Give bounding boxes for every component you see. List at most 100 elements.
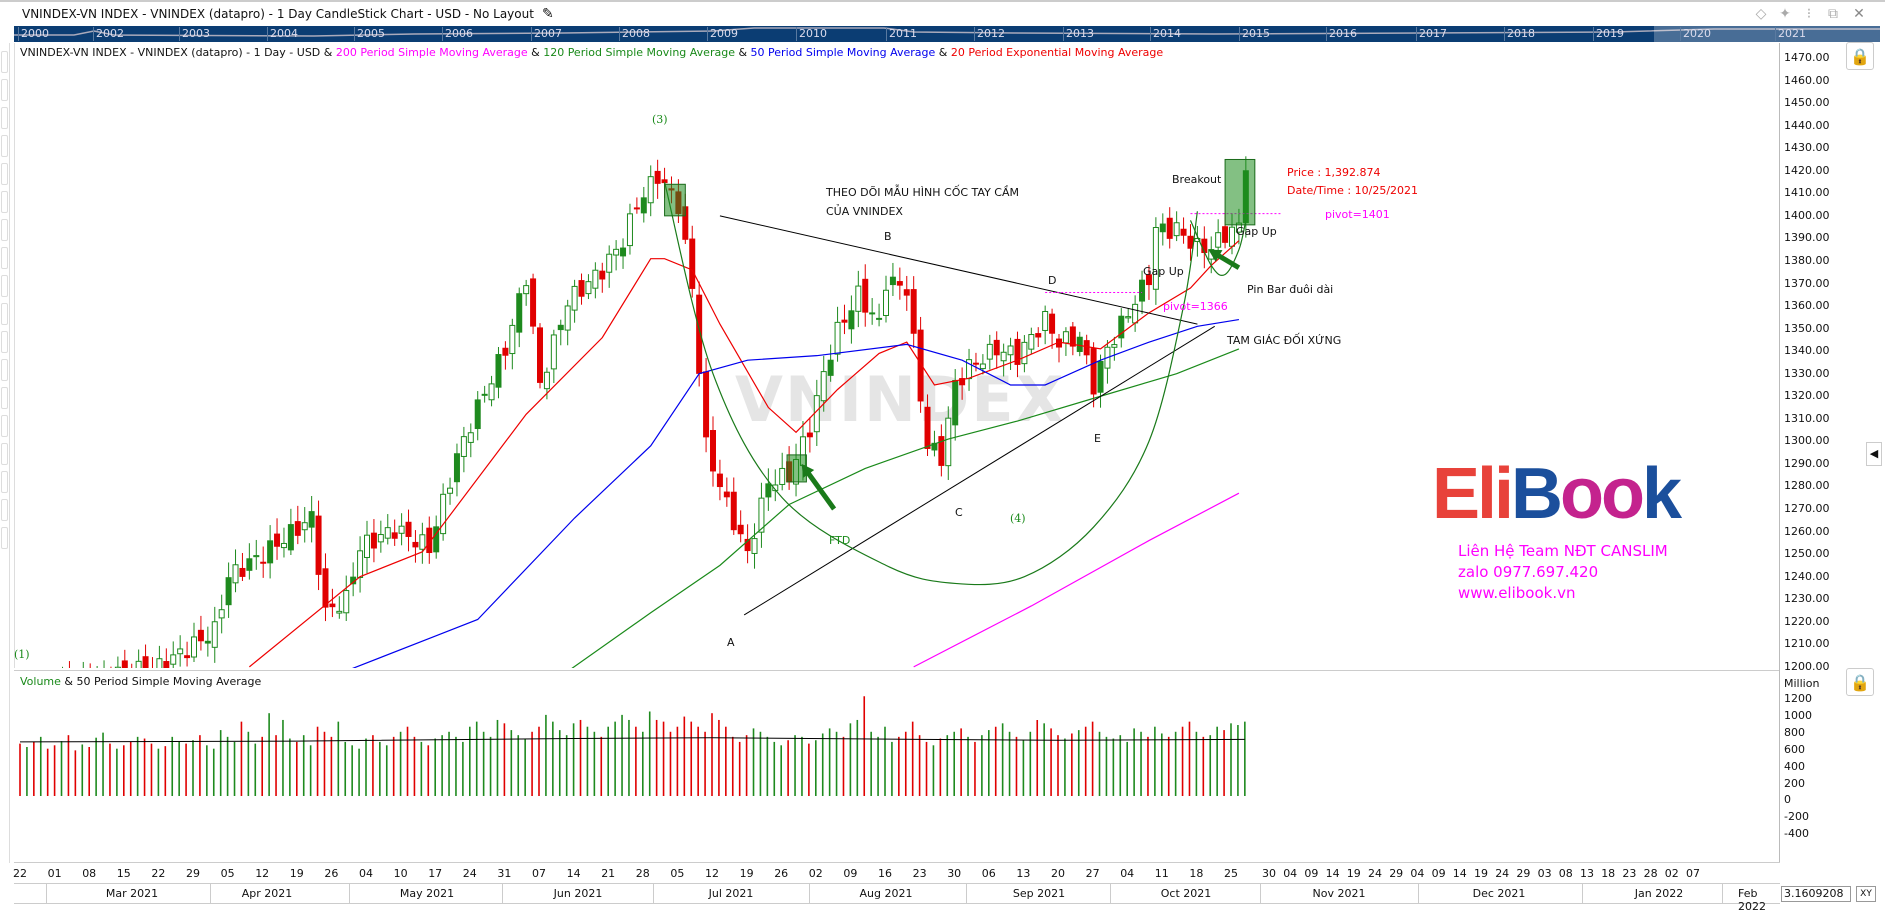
edit-pencil-icon[interactable]: ✎ <box>541 6 554 22</box>
volume-chart <box>19 696 1246 796</box>
contact-website[interactable]: www.elibook.vn <box>1458 584 1576 602</box>
candle-body <box>1180 228 1187 236</box>
date-tick-label: 19 <box>1474 867 1488 880</box>
ma-line-sma200 <box>913 492 1240 668</box>
candle-body <box>218 609 225 619</box>
month-divider <box>653 884 654 904</box>
candle-body <box>509 324 516 355</box>
date-tick-label: 29 <box>186 867 200 880</box>
chevron-left-icon: ◀ <box>1869 447 1879 460</box>
date-tick-label: 26 <box>324 867 339 880</box>
trendline-lower <box>743 325 1215 616</box>
candle-body <box>516 293 523 333</box>
candle-body <box>121 660 128 668</box>
candle-body <box>716 473 723 488</box>
price-tick-label: 1410.00 <box>1784 186 1830 200</box>
candle-body <box>543 371 550 390</box>
price-tick-label: 1220.00 <box>1784 614 1830 628</box>
price-readout: Price : 1,392.874 <box>1287 166 1381 179</box>
date-tick-label: 22 <box>13 867 27 880</box>
date-tick-label: 24 <box>1495 867 1510 880</box>
expand-panel-button[interactable]: ◀ <box>1866 442 1882 466</box>
info-icon[interactable]: ⁝ <box>1806 6 1812 22</box>
date-tick-label: 15 <box>116 867 131 880</box>
month-divider <box>966 884 967 904</box>
diamond-icon[interactable]: ◇ <box>1755 6 1767 22</box>
month-label: Oct 2021 <box>1160 887 1212 900</box>
price-lock-button[interactable]: 🔒 <box>1846 42 1874 70</box>
date-tick-label: 04 <box>1283 867 1298 880</box>
candle-body <box>827 359 834 376</box>
candle-body <box>225 577 232 606</box>
month-label: Aug 2021 <box>859 887 913 900</box>
pattern-note-line1: THEO DÕI MẪU HÌNH CỐC TAY CẦM <box>826 186 1020 199</box>
candle-body <box>876 317 883 320</box>
restore-icon[interactable]: ⧉ <box>1828 6 1838 22</box>
close-icon[interactable]: ✕ <box>1853 6 1865 22</box>
logo-b: B <box>1511 454 1563 534</box>
date-tick-label: 23 <box>912 867 927 880</box>
candle-body <box>1152 227 1159 290</box>
gap-up-label: Gap Up <box>1236 225 1277 238</box>
candle-body <box>813 395 820 433</box>
month-axis[interactable]: Mar 2021 Apr 2021 May 2021 Jun 2021 Jul 2021… <box>14 884 1780 913</box>
candle-body <box>412 541 419 548</box>
price-tick-label: 1340.00 <box>1784 344 1830 358</box>
legend-sep: & <box>527 46 544 59</box>
price-tick-label: 1440.00 <box>1784 118 1830 132</box>
volume-panel[interactable]: Volume & 50 Period Simple Moving Average <box>14 670 1780 862</box>
month-divider <box>502 884 503 904</box>
navigator-band[interactable]: 2000 2002 2003 2004 2005 2006 2007 2008 2009 2010… <box>14 26 1880 42</box>
month-divider <box>1260 884 1261 904</box>
candle-body <box>1215 232 1222 248</box>
wave-3-label: (3) <box>652 113 668 126</box>
navigator-year: 2002 <box>93 27 124 41</box>
month-divider <box>1722 884 1723 904</box>
candle-body <box>571 285 578 311</box>
chart-legend: VNINDEX-VN INDEX - VNINDEX (datapro) - 1… <box>20 46 1163 59</box>
pin-icon[interactable]: ✦ <box>1779 6 1791 22</box>
date-tick-label: 19 <box>739 867 754 880</box>
candle-body <box>592 269 599 289</box>
window-title: VNINDEX-VN INDEX - VNINDEX (datapro) - 1… <box>22 7 534 21</box>
date-tick-label: 14 <box>1325 867 1340 880</box>
candle-body <box>246 558 253 571</box>
candle-body <box>294 521 301 536</box>
xy-button[interactable]: XY <box>1856 886 1876 902</box>
price-tick-label: 1330.00 <box>1784 366 1830 380</box>
candle-body <box>945 417 952 467</box>
candle-body <box>869 312 876 315</box>
navigator-year: 2015 <box>1239 27 1270 41</box>
candle-body <box>1021 341 1028 365</box>
candle-body <box>896 281 903 286</box>
navigator-line <box>14 27 1880 37</box>
candle-body <box>1090 348 1097 395</box>
date-axis[interactable]: 22 01 08 15 22 29 05 12 19 26 04 10 17 24 31 07 14 21 28 05… <box>13 862 1780 884</box>
datetime-readout: Date/Time : 10/25/2021 <box>1287 184 1419 197</box>
tool-slot <box>1 415 8 437</box>
volume-lock-button[interactable]: 🔒 <box>1846 668 1874 696</box>
price-tick-label: 1210.00 <box>1784 637 1830 651</box>
date-tick-label: 08 <box>1558 867 1573 880</box>
arrow-head <box>1208 249 1223 262</box>
candle-body <box>917 329 924 402</box>
breakout-label: Breakout <box>1172 173 1222 186</box>
candle-body <box>1139 279 1146 302</box>
gap-up-label: Gap Up <box>1143 265 1184 278</box>
volume-tick-label: 200 <box>1784 776 1805 790</box>
navigator-window[interactable] <box>1654 26 1880 42</box>
tool-slot <box>1 247 8 269</box>
legend-sep: & <box>935 46 951 59</box>
date-tick-label: 24 <box>1368 867 1382 880</box>
legend-ema20: 20 Period Exponential Moving Average <box>950 46 1164 59</box>
month-divider <box>349 884 350 904</box>
candle-body <box>620 247 627 257</box>
triangle-label: TAM GIÁC ĐỐI XỨNG <box>1227 334 1342 347</box>
price-panel[interactable]: VNINDEX <box>14 43 1780 668</box>
candle-body <box>779 467 786 485</box>
candle-body <box>1042 311 1049 331</box>
price-axis-line <box>1779 43 1780 863</box>
month-divider <box>809 884 810 904</box>
volume-tick-label: 400 <box>1784 759 1805 773</box>
date-tick-label: 25 <box>1224 867 1238 880</box>
